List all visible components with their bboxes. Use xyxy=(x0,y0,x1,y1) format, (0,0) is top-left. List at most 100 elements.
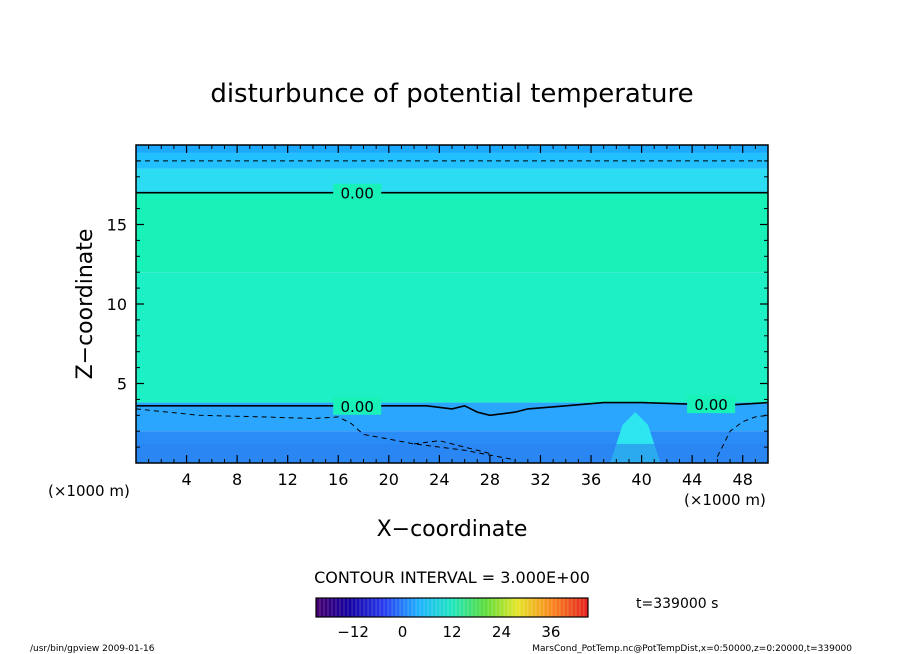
x-tick-label: 16 xyxy=(328,470,348,489)
colorbar-frame xyxy=(315,597,589,618)
x-tick-label: 24 xyxy=(429,470,449,489)
colorbar-cell xyxy=(584,598,589,617)
field-bottom-shade xyxy=(136,443,768,463)
contour-labels: 0.00 0.00 0.00 xyxy=(333,183,736,416)
colorbar-cell xyxy=(320,598,325,617)
colorbar xyxy=(315,598,589,617)
contour-label-2: 0.00 xyxy=(694,396,727,414)
colorbar-cell xyxy=(468,598,473,617)
y-axis-label: Z−coordinate xyxy=(73,229,98,380)
x-axis-label: X−coordinate xyxy=(377,517,528,542)
colorbar-cell xyxy=(416,598,421,617)
y-tick-label: 10 xyxy=(107,295,127,314)
colorbar-cell xyxy=(456,598,461,617)
colorbar-cell xyxy=(420,598,425,617)
colorbar-tick-label: 36 xyxy=(541,623,560,641)
colorbar-cell xyxy=(368,598,373,617)
colorbar-cell xyxy=(480,598,485,617)
x-tick-label: 12 xyxy=(278,470,298,489)
colorbar-cell xyxy=(388,598,393,617)
colorbar-cell xyxy=(520,598,525,617)
colorbar-cell xyxy=(440,598,445,617)
colorbar-cell xyxy=(476,598,481,617)
colorbar-cell xyxy=(492,598,497,617)
colorbar-cell xyxy=(540,598,545,617)
colorbar-cell xyxy=(460,598,465,617)
colorbar-cell xyxy=(524,598,529,617)
colorbar-cell xyxy=(568,598,573,617)
colorbar-cell xyxy=(464,598,469,617)
colorbar-cell xyxy=(384,598,389,617)
colorbar-cell xyxy=(528,598,533,617)
colorbar-cell xyxy=(396,598,401,617)
colorbar-cell xyxy=(404,598,409,617)
negative-contour-1 xyxy=(135,408,516,461)
colorbar-cell xyxy=(380,598,385,617)
x-tick-label: 32 xyxy=(530,470,550,489)
colorbar-cell xyxy=(428,598,433,617)
colorbar-cell xyxy=(412,598,417,617)
colorbar-cell xyxy=(532,598,537,617)
colorbar-ticks: −12 0 12 24 36 xyxy=(337,623,560,641)
colorbar-cell xyxy=(444,598,449,617)
x-tick-label: 48 xyxy=(733,470,753,489)
colorbar-cell xyxy=(332,598,337,617)
x-tick-label: 44 xyxy=(682,470,702,489)
colorbar-cell xyxy=(484,598,489,617)
colorbar-cell xyxy=(392,598,397,617)
colorbar-cell xyxy=(536,598,541,617)
colorbar-cell xyxy=(448,598,453,617)
x-tick-label: 4 xyxy=(181,470,191,489)
negative-contour-3 xyxy=(716,414,769,457)
footer-right: MarsCond_PotTemp.nc@PotTempDist,x=0:5000… xyxy=(532,644,852,654)
colorbar-cell xyxy=(564,598,569,617)
colorbar-cell xyxy=(488,598,493,617)
colorbar-cell xyxy=(400,598,405,617)
colorbar-cell xyxy=(508,598,513,617)
colorbar-cell xyxy=(452,598,457,617)
y-tick-label: 5 xyxy=(117,375,127,394)
colorbar-cell xyxy=(496,598,501,617)
colorbar-cell xyxy=(576,598,581,617)
field-band-4 xyxy=(136,272,768,403)
colorbar-cell xyxy=(372,598,377,617)
colorbar-cell xyxy=(424,598,429,617)
x-tick-label: 40 xyxy=(631,470,651,489)
x-tick-label: 36 xyxy=(581,470,601,489)
x-tick-label: 8 xyxy=(232,470,242,489)
colorbar-tick-label: 24 xyxy=(492,623,511,641)
colorbar-cell xyxy=(560,598,565,617)
x-tick-label: 20 xyxy=(379,470,399,489)
colorbar-cell xyxy=(360,598,365,617)
colorbar-cell xyxy=(572,598,577,617)
y-tick-label: 15 xyxy=(107,216,127,235)
colorbar-tick-label: −12 xyxy=(337,623,369,641)
colorbar-cell xyxy=(364,598,369,617)
temperature-field xyxy=(136,145,768,463)
colorbar-cell xyxy=(324,598,329,617)
contour-interval-label: CONTOUR INTERVAL = 3.000E+00 xyxy=(314,568,590,587)
colorbar-cell xyxy=(336,598,341,617)
colorbar-cell xyxy=(376,598,381,617)
colorbar-cell xyxy=(352,598,357,617)
contour-label-bg-0 xyxy=(333,183,382,202)
contour-label-bg-1 xyxy=(333,396,382,415)
colorbar-cell xyxy=(552,598,557,617)
colorbar-cell xyxy=(408,598,413,617)
chart-title: disturbunce of potential temperature xyxy=(210,79,693,109)
colorbar-cell xyxy=(548,598,553,617)
x-tick-label: 28 xyxy=(480,470,500,489)
negative-contour-2 xyxy=(414,440,491,454)
colorbar-tick-label: 12 xyxy=(442,623,461,641)
x-unit-left: (×1000 m) xyxy=(48,482,130,500)
field-band-3 xyxy=(136,192,768,273)
colorbar-cell xyxy=(500,598,505,617)
contour-label-bg-2 xyxy=(687,395,736,414)
colorbar-cell xyxy=(348,598,353,617)
colorbar-cell xyxy=(356,598,361,617)
field-band-5 xyxy=(136,402,768,432)
x-unit-right: (×1000 m) xyxy=(684,491,766,509)
colorbar-cell xyxy=(544,598,549,617)
y-axis-ticks: 5 10 15 xyxy=(107,160,768,448)
